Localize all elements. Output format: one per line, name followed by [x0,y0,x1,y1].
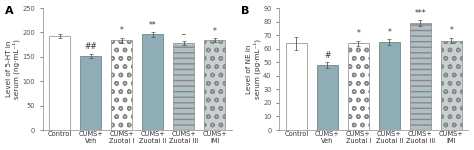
Text: **: ** [149,21,157,30]
Bar [441,41,462,130]
Text: *: * [387,28,391,37]
Text: ##: ## [84,42,97,51]
Text: A: A [5,6,14,16]
Text: *: * [213,27,217,36]
Y-axis label: Level of 5-HT in
serum (ng·mL⁻¹): Level of 5-HT in serum (ng·mL⁻¹) [6,39,20,99]
Bar [80,56,101,130]
Bar [286,43,307,130]
Text: *: * [449,26,453,35]
Text: *: * [120,26,124,35]
Bar [142,34,164,130]
Text: –: – [182,30,186,39]
Bar [204,40,226,130]
Text: ***: *** [415,9,426,18]
Text: *: * [356,29,360,38]
Bar [317,65,338,130]
Text: B: B [241,6,250,16]
Bar [111,40,132,130]
Text: #: # [324,51,330,60]
Y-axis label: Level of NE in
serum (pg·mL⁻¹): Level of NE in serum (pg·mL⁻¹) [246,39,261,99]
Bar [410,23,431,130]
Bar [173,43,194,130]
Bar [348,43,369,130]
Bar [49,36,70,130]
Bar [379,42,400,130]
